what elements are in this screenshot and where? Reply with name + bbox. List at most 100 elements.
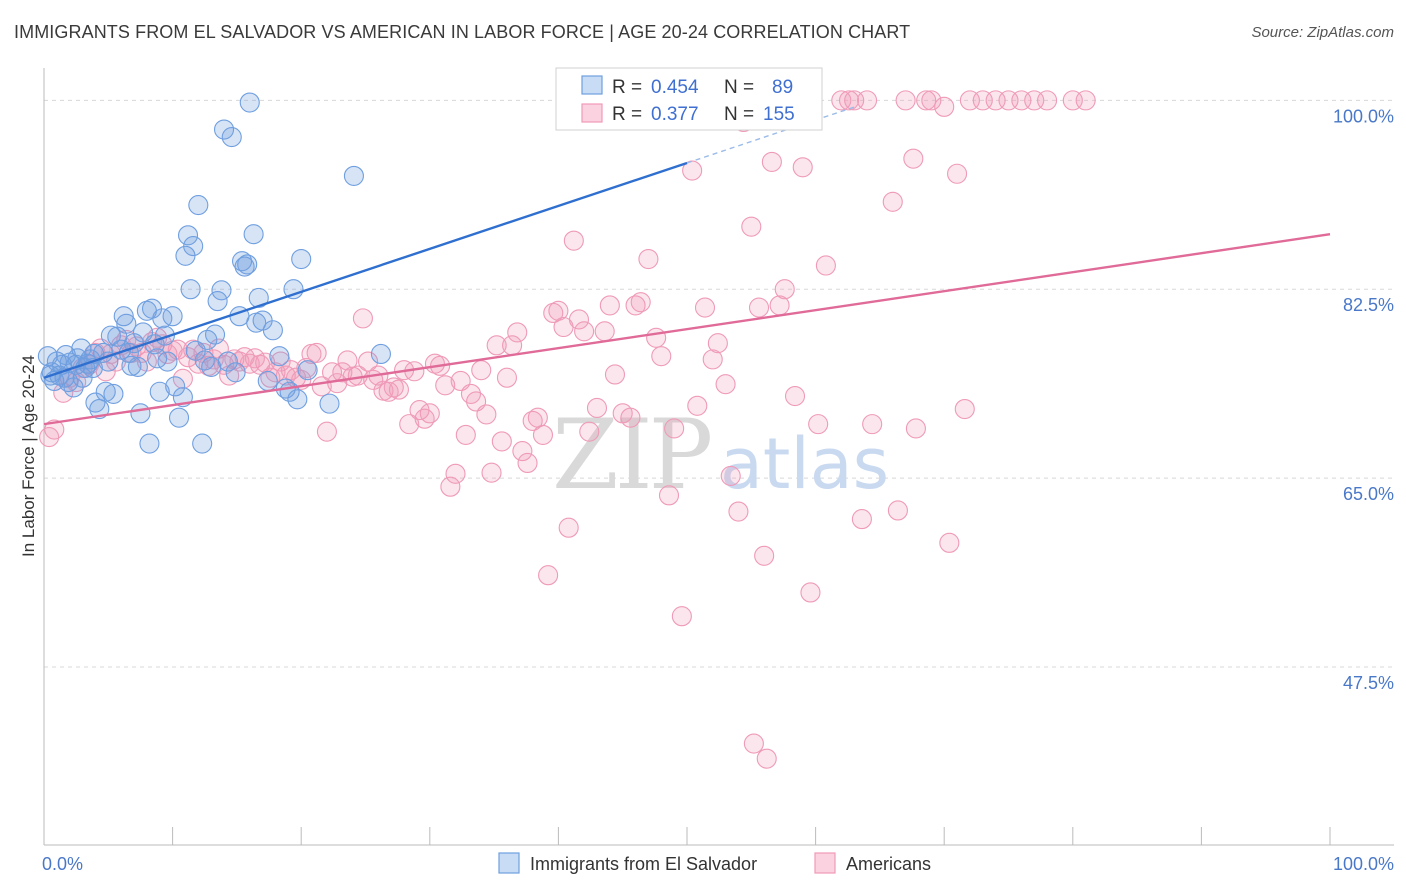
stats-swatch-blue: [581, 75, 603, 95]
americans-point-72: [419, 403, 440, 424]
stats-n-value-blue: 89: [772, 77, 793, 98]
americans-point-142: [856, 90, 878, 111]
americans-point-32: [213, 354, 235, 375]
el-salvador-point-77: [257, 370, 278, 392]
el-salvador-point-60: [201, 356, 222, 377]
americans-point-104: [586, 397, 608, 418]
y-axis-title: In Labor Force | Age 20-24: [19, 355, 38, 557]
el-salvador-point-46: [157, 351, 178, 372]
americans-point-103: [579, 421, 600, 442]
el-salvador-point-65: [217, 351, 238, 372]
americans-point-112: [638, 248, 659, 270]
americans-point-120: [694, 297, 716, 318]
americans-point-165: [756, 748, 777, 769]
americans-point-100: [563, 230, 584, 251]
americans-point-84: [481, 462, 502, 483]
americans-point-162: [1075, 90, 1096, 111]
el-salvador-point-39: [139, 433, 160, 454]
stats-legend: R = 0.454 N = 89 R = 0.377 N = 155: [555, 67, 823, 131]
americans-point-111: [630, 292, 651, 313]
americans-point-52: [316, 421, 337, 442]
el-salvador-point-52: [177, 225, 199, 246]
americans-point-145: [887, 500, 908, 521]
el-salvador-points: [37, 92, 608, 454]
americans-point-116: [664, 418, 685, 439]
trend-lines: [43, 106, 1331, 426]
americans-point-66: [388, 379, 409, 400]
y-tick-label-1: 82.5%: [1343, 295, 1394, 315]
americans-point-91: [517, 452, 538, 474]
el-salvador-point-35: [127, 356, 148, 377]
watermark-atlas: atlas: [720, 423, 889, 505]
el-salvador-point-45: [154, 325, 175, 346]
americans-point-68: [399, 414, 420, 435]
el-salvador-point-47: [162, 306, 183, 327]
el-salvador-point-24: [95, 381, 116, 402]
americans-point-132: [774, 279, 795, 300]
americans-point-79: [455, 424, 476, 445]
americans-point-148: [916, 90, 937, 111]
americans-point-94: [532, 424, 554, 445]
el-salvador-point-70: [234, 256, 255, 277]
americans-point-135: [800, 582, 821, 603]
americans-point-114: [651, 346, 672, 367]
americans-point-137: [815, 255, 836, 276]
americans-point-93: [527, 407, 548, 428]
americans-point-106: [599, 295, 620, 316]
trend-line-el-salvador-extension: [686, 106, 855, 164]
el-salvador-point-64: [213, 119, 235, 140]
americans-point-124: [720, 465, 741, 486]
americans-point-125: [728, 501, 749, 522]
americans-point-134: [792, 157, 813, 178]
el-salvador-point-72: [239, 92, 260, 113]
el-salvador-point-54: [183, 236, 204, 257]
x-tick-label-min: 0.0%: [42, 854, 83, 874]
el-salvador-point-48: [165, 376, 186, 397]
americans-point-139: [838, 90, 860, 111]
y-tick-label-3: 47.5%: [1343, 673, 1394, 693]
el-salvador-point-78: [262, 320, 283, 341]
americans-point-128: [748, 297, 770, 318]
americans-point-82: [471, 360, 492, 381]
americans-point-130: [761, 151, 782, 172]
americans-point-150: [934, 96, 955, 117]
americans-point-147: [903, 148, 924, 169]
legend-label-americans: Americans: [846, 854, 931, 874]
el-salvador-point-26: [100, 325, 121, 346]
watermark-zip: ZIP: [552, 399, 711, 511]
americans-point-127: [741, 216, 762, 237]
legend-swatch-americans: [814, 852, 836, 874]
americans-point-113: [646, 327, 667, 348]
americans-point-101: [568, 309, 590, 330]
el-salvador-point-66: [221, 127, 242, 148]
americans-point-123: [715, 374, 736, 395]
el-salvador-point-88: [370, 343, 391, 365]
americans-point-121: [702, 349, 723, 370]
el-salvador-point-75: [248, 287, 269, 308]
el-salvador-point-71: [237, 254, 258, 275]
x-tick-label-max: 100.0%: [1333, 854, 1394, 874]
el-salvador-point-44: [152, 308, 173, 329]
americans-point-105: [594, 321, 615, 342]
americans-point-97: [548, 300, 569, 321]
y-tick-labels: 100.0% 82.5% 65.0% 47.5%: [1333, 106, 1394, 693]
el-salvador-point-43: [149, 381, 170, 402]
el-salvador-point-27: [103, 383, 124, 404]
stats-r-label-blue: R =: [612, 77, 642, 98]
stats-swatch-pink: [581, 103, 603, 123]
americans-point-164: [743, 733, 764, 754]
el-salvador-point-53: [180, 279, 201, 300]
legend-label-el-salvador: Immigrants from El Salvador: [530, 854, 757, 874]
el-salvador-point-87: [343, 165, 364, 186]
americans-point-95: [538, 565, 559, 586]
stats-r-value-pink: 0.377: [651, 104, 699, 125]
el-salvador-point-56: [188, 195, 209, 216]
stats-r-value-blue: 0.454: [651, 77, 699, 98]
el-salvador-point-83: [287, 389, 308, 410]
americans-point-83: [476, 404, 497, 425]
americans-point-118: [682, 160, 703, 181]
chart-source: Source: ZipAtlas.com: [1251, 24, 1394, 41]
americans-point-59: [352, 308, 373, 329]
americans-point-86: [491, 431, 512, 452]
americans-point-153: [954, 398, 975, 420]
